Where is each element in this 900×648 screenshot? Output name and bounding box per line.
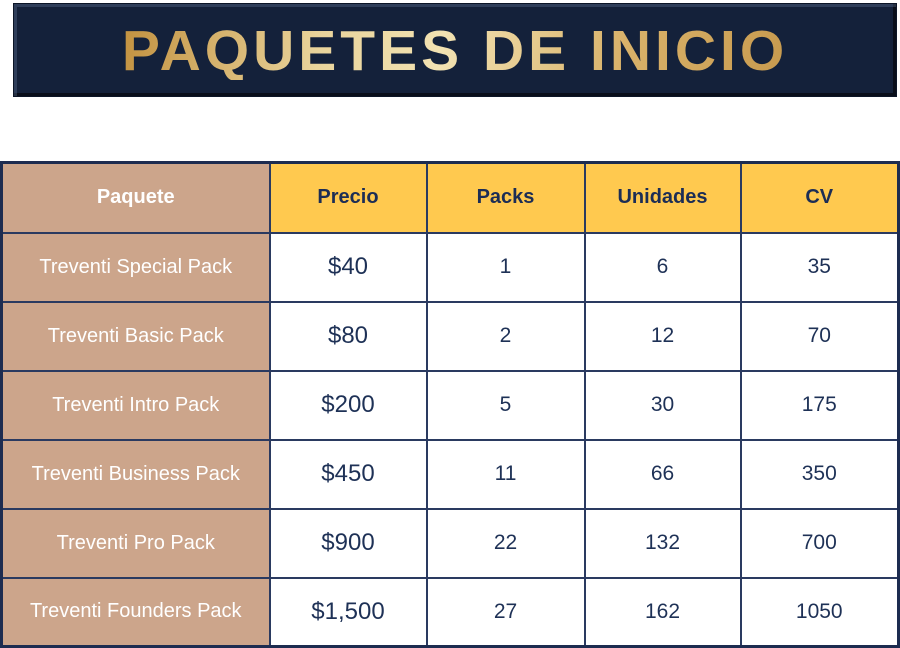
price-cell: $80 xyxy=(268,300,428,372)
cv-cell: 1050 xyxy=(739,576,900,648)
table-row: Treventi Intro Pack $200 5 30 175 xyxy=(0,369,900,441)
price-cell: $200 xyxy=(268,369,428,441)
table-header-row: Paquete Precio Packs Unidades CV xyxy=(0,161,900,234)
packs-cell: 11 xyxy=(425,438,586,510)
cv-cell: 35 xyxy=(739,231,900,303)
column-header-packs: Packs xyxy=(425,161,586,234)
column-header-paquete: Paquete xyxy=(0,161,271,234)
cv-cell: 700 xyxy=(739,507,900,579)
price-cell: $40 xyxy=(268,231,428,303)
unidades-cell: 30 xyxy=(583,369,742,441)
title-banner: PAQUETES DE INICIO xyxy=(13,3,897,97)
price-cell: $900 xyxy=(268,507,428,579)
column-header-cv: CV xyxy=(739,161,900,234)
cv-cell: 350 xyxy=(739,438,900,510)
unidades-cell: 12 xyxy=(583,300,742,372)
package-name-cell: Treventi Pro Pack xyxy=(0,507,271,579)
packs-cell: 1 xyxy=(425,231,586,303)
package-name-cell: Treventi Intro Pack xyxy=(0,369,271,441)
table-row: Treventi Special Pack $40 1 6 35 xyxy=(0,231,900,303)
packages-table: Paquete Precio Packs Unidades CV Trevent… xyxy=(0,161,900,648)
table-row: Treventi Pro Pack $900 22 132 700 xyxy=(0,507,900,579)
packs-cell: 2 xyxy=(425,300,586,372)
package-name-cell: Treventi Founders Pack xyxy=(0,576,271,648)
price-cell: $450 xyxy=(268,438,428,510)
package-name-cell: Treventi Business Pack xyxy=(0,438,271,510)
unidades-cell: 66 xyxy=(583,438,742,510)
unidades-cell: 132 xyxy=(583,507,742,579)
table-row: Treventi Business Pack $450 11 66 350 xyxy=(0,438,900,510)
unidades-cell: 6 xyxy=(583,231,742,303)
packs-cell: 5 xyxy=(425,369,586,441)
price-cell: $1,500 xyxy=(268,576,428,648)
table-row: Treventi Founders Pack $1,500 27 162 105… xyxy=(0,576,900,648)
column-header-precio: Precio xyxy=(268,161,428,234)
package-name-cell: Treventi Basic Pack xyxy=(0,300,271,372)
packs-cell: 27 xyxy=(425,576,586,648)
page-title: PAQUETES DE INICIO xyxy=(121,18,789,83)
packs-cell: 22 xyxy=(425,507,586,579)
cv-cell: 175 xyxy=(739,369,900,441)
package-name-cell: Treventi Special Pack xyxy=(0,231,271,303)
unidades-cell: 162 xyxy=(583,576,742,648)
table-row: Treventi Basic Pack $80 2 12 70 xyxy=(0,300,900,372)
column-header-unidades: Unidades xyxy=(583,161,742,234)
cv-cell: 70 xyxy=(739,300,900,372)
